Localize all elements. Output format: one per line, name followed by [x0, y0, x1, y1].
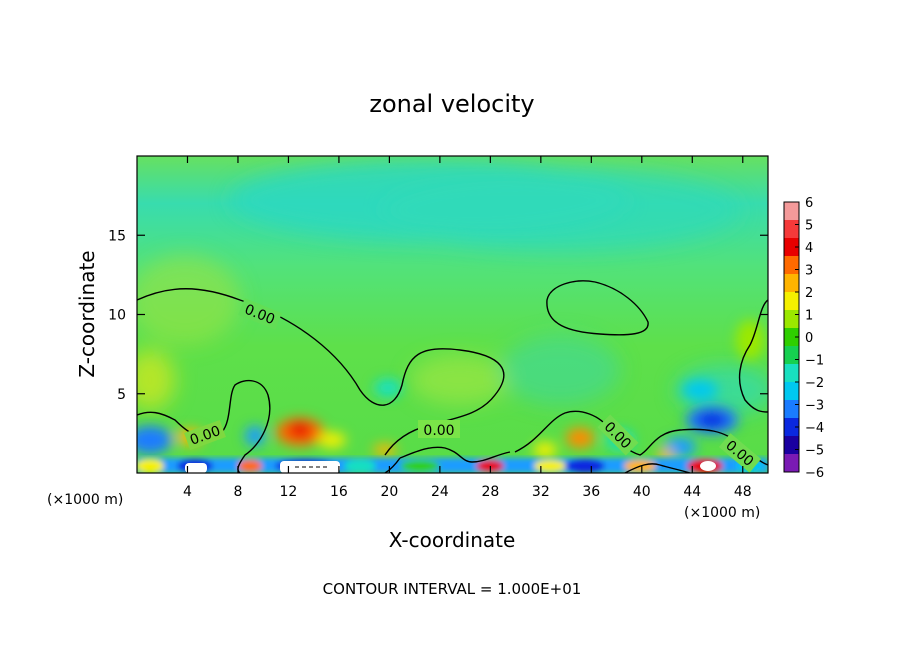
colorbar-swatch — [784, 202, 799, 221]
heatmap-blobs-large — [137, 160, 768, 415]
x-tick-label: 16 — [330, 484, 348, 500]
contour-label-backgrounds — [184, 298, 762, 473]
y-tick-label: 10 — [108, 308, 126, 324]
colorbar-tick-label: 3 — [805, 264, 813, 279]
colorbar-tick-label: −3 — [805, 399, 824, 414]
colorbar-tick-label: 4 — [805, 241, 813, 256]
x-tick-label: 44 — [683, 484, 701, 500]
colorbar-tick-label: −2 — [805, 376, 824, 391]
x-tick-label: 12 — [280, 484, 298, 500]
heatmap-surface-layer — [137, 458, 768, 473]
colorbar-swatch — [784, 346, 799, 365]
x-axis-unit-left: (×1000 m) — [47, 492, 123, 508]
y-tick-label: 5 — [117, 387, 126, 403]
chart-title: zonal velocity — [369, 90, 534, 118]
colorbar-tick-label: 6 — [805, 196, 813, 211]
y-axis-label: Z-coordinate — [75, 250, 99, 377]
colorbar-swatch — [784, 364, 799, 383]
contour-interval-note: CONTOUR INTERVAL = 1.000E+01 — [323, 580, 582, 598]
x-tick-label: 4 — [183, 484, 192, 500]
x-tick-label: 40 — [633, 484, 651, 500]
x-tick-label: 36 — [582, 484, 600, 500]
zero-contours — [137, 280, 768, 473]
x-tick-label: 32 — [532, 484, 550, 500]
colorbar-tick-label: −1 — [805, 354, 824, 369]
colorbar-swatch — [784, 256, 799, 275]
x-tick-label: 48 — [734, 484, 752, 500]
y-tick-label: 15 — [108, 228, 126, 244]
colorbar-tick-label: −5 — [805, 444, 824, 459]
colorbar-tick-label: 0 — [805, 331, 813, 346]
colorbar-swatch — [784, 310, 799, 329]
colorbar-tick-label: −6 — [805, 466, 824, 481]
y-axis-ticks: 5 10 15 — [108, 228, 768, 403]
x-tick-label: 8 — [233, 484, 242, 500]
colorbar-tick-label: 5 — [805, 219, 813, 234]
contour-label: 0.00 — [423, 423, 454, 439]
x-tick-label: 28 — [481, 484, 499, 500]
x-axis-label: X-coordinate — [389, 528, 516, 552]
heatmap-saturated-cells — [185, 461, 716, 473]
colorbar-swatch — [784, 400, 799, 419]
x-axis-ticks: 4 8 12 16 20 24 28 32 36 40 44 48 — [183, 156, 752, 500]
colorbar-swatch — [784, 454, 799, 473]
colorbar-tick-label: 2 — [805, 286, 813, 301]
colorbar-swatch — [784, 418, 799, 437]
x-tick-label: 24 — [431, 484, 449, 500]
x-tick-label: 20 — [380, 484, 398, 500]
colorbar-swatch — [784, 274, 799, 293]
colorbar-swatch — [784, 328, 799, 347]
colorbar-swatch — [784, 238, 799, 257]
colorbar-swatch — [784, 436, 799, 455]
colorbar-tick-label: −4 — [805, 421, 824, 436]
x-axis-unit-right: (×1000 m) — [684, 505, 760, 521]
colorbar-ticks: 6 5 4 3 2 1 0 −1 −2 −3 −4 −5 −6 — [795, 196, 824, 481]
colorbar-swatch — [784, 220, 799, 239]
colorbar-swatch — [784, 382, 799, 401]
heatmap-field: 0.00 0.00 0.00 0.00 0.00 — [137, 156, 768, 473]
colorbar-tick-label: 1 — [805, 309, 813, 324]
heatmap-blobs-small — [137, 320, 764, 461]
colorbar-swatch — [784, 292, 799, 311]
